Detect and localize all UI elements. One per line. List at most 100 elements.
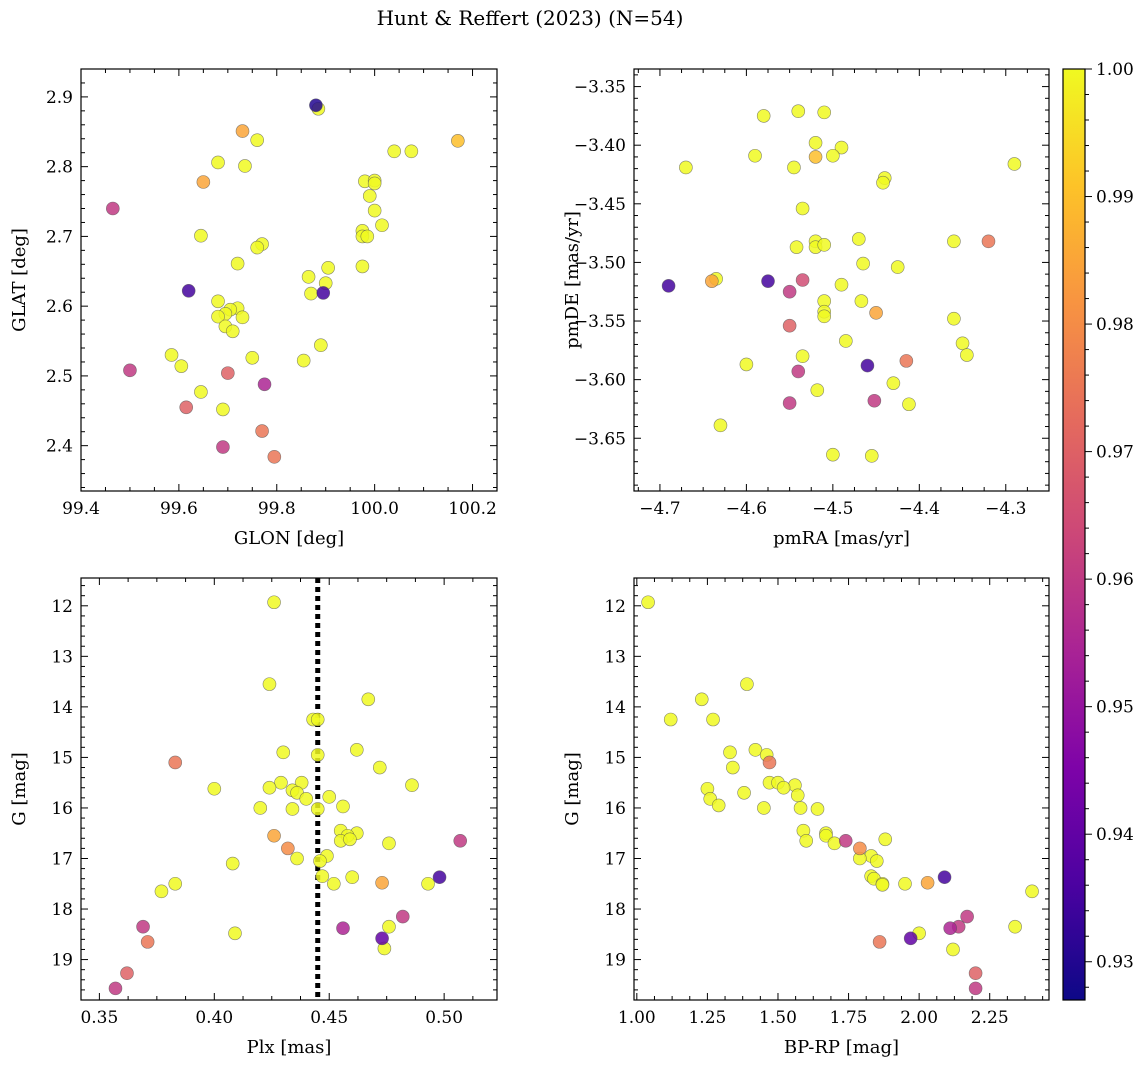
data-point (301, 270, 316, 284)
data-point (902, 397, 916, 412)
data-point (321, 260, 335, 275)
data-point (968, 981, 983, 996)
data-point (315, 869, 330, 883)
data-point (375, 875, 389, 890)
panel-bottom-right: 1.00 1.25 1.50 1.75 2.00 2.25 12 13 14 15 16 17 18 19… (562, 577, 1050, 1058)
data-point (228, 926, 242, 941)
data-point (216, 440, 230, 454)
data-point (404, 144, 419, 159)
data-point (903, 931, 918, 946)
x-axis-label: pmRA [mas/yr] (773, 528, 910, 549)
x-tick-label: 1.75 (830, 1008, 868, 1028)
data-point (827, 836, 842, 851)
data-point (179, 400, 194, 415)
colorbar: 0.93 0.94 0.95 0.96 0.97 0.98 0.99 1.00 (1062, 60, 1134, 1001)
data-point (795, 273, 810, 287)
data-point (782, 284, 797, 299)
y-tick-label: 2.6 (46, 297, 73, 317)
data-point (761, 274, 775, 288)
axes-frame (80, 68, 498, 492)
data-point (225, 856, 240, 871)
x-tick-label: 1.00 (618, 1008, 656, 1028)
axes-frame (633, 577, 1050, 1001)
data-point (336, 799, 350, 814)
data-point (194, 228, 208, 243)
y-axis-label: GLAT [deg] (9, 228, 30, 332)
colorbar-tick-label: 0.93 (1096, 953, 1134, 973)
y-axis-label: G [mag] (562, 752, 583, 825)
data-point (375, 218, 389, 233)
data-point (395, 909, 410, 924)
y-tick-label: 12 (51, 597, 73, 617)
y-tick-label: 13 (604, 647, 626, 667)
data-point (826, 447, 840, 462)
y-tick-label: 15 (604, 748, 626, 768)
data-point (154, 884, 169, 899)
data-point (262, 780, 277, 795)
data-point (864, 449, 879, 463)
data-point (860, 358, 875, 373)
y-tick-label: −3.65 (574, 429, 626, 449)
y-tick-label: 15 (51, 748, 73, 768)
x-tick-label: 100.2 (448, 499, 497, 519)
data-point (211, 309, 225, 324)
data-point (361, 692, 376, 707)
data-point (762, 755, 777, 770)
data-point (309, 98, 323, 113)
x-tick-label: −4.6 (726, 499, 767, 519)
data-point (174, 359, 189, 373)
data-point (281, 841, 295, 856)
y-axis-label: G [mag] (9, 752, 30, 825)
data-point (382, 836, 396, 851)
data-point (960, 909, 974, 924)
data-point (808, 136, 823, 150)
data-point (878, 832, 893, 847)
panel-bottom-left: 0.35 0.40 0.45 0.50 12 13 14 15 16 17 18 19 Plx [mas… (9, 577, 498, 1058)
y-tick-label: 13 (51, 647, 73, 667)
data-point (207, 781, 222, 796)
data-point (360, 229, 375, 244)
data-point (947, 311, 961, 326)
data-point (106, 201, 120, 216)
data-point (211, 155, 225, 170)
data-point (453, 834, 468, 848)
y-tick-label: −3.55 (574, 312, 626, 332)
data-point (327, 876, 341, 891)
data-point (225, 324, 240, 339)
y-tick-label: 2.5 (46, 367, 73, 387)
data-point (350, 743, 364, 757)
data-point (795, 201, 810, 216)
data-point (451, 134, 465, 148)
data-point (839, 334, 853, 348)
y-tick-label: 19 (51, 951, 73, 971)
x-axis-label: GLON [deg] (234, 528, 344, 549)
data-point (336, 921, 350, 936)
data-point (867, 393, 882, 408)
colorbar-tick-label: 1.00 (1096, 60, 1134, 80)
y-tick-label: 12 (604, 597, 626, 617)
x-tick-label: 99.8 (258, 499, 296, 519)
data-point (757, 801, 771, 815)
y-axis-label: pmDE [mas/yr] (562, 211, 583, 349)
data-point (345, 870, 360, 884)
data-point (310, 802, 325, 816)
data-point (168, 876, 183, 891)
data-point (375, 931, 389, 946)
data-point (876, 175, 890, 190)
data-point (793, 801, 808, 815)
data-point (285, 802, 300, 816)
y-tick-label: 16 (604, 799, 626, 819)
data-point (826, 148, 840, 163)
data-point (920, 875, 935, 890)
data-point (834, 140, 849, 155)
data-point (737, 785, 751, 800)
data-point (276, 745, 291, 760)
data-point (872, 935, 887, 949)
data-point (181, 284, 196, 298)
x-tick-label: 0.40 (195, 1008, 233, 1028)
data-point (661, 279, 676, 293)
colorbar-tick-label: 0.94 (1096, 825, 1134, 845)
axes-frame (80, 577, 498, 1001)
data-point (267, 828, 281, 843)
y-tick-label: 17 (51, 849, 73, 869)
